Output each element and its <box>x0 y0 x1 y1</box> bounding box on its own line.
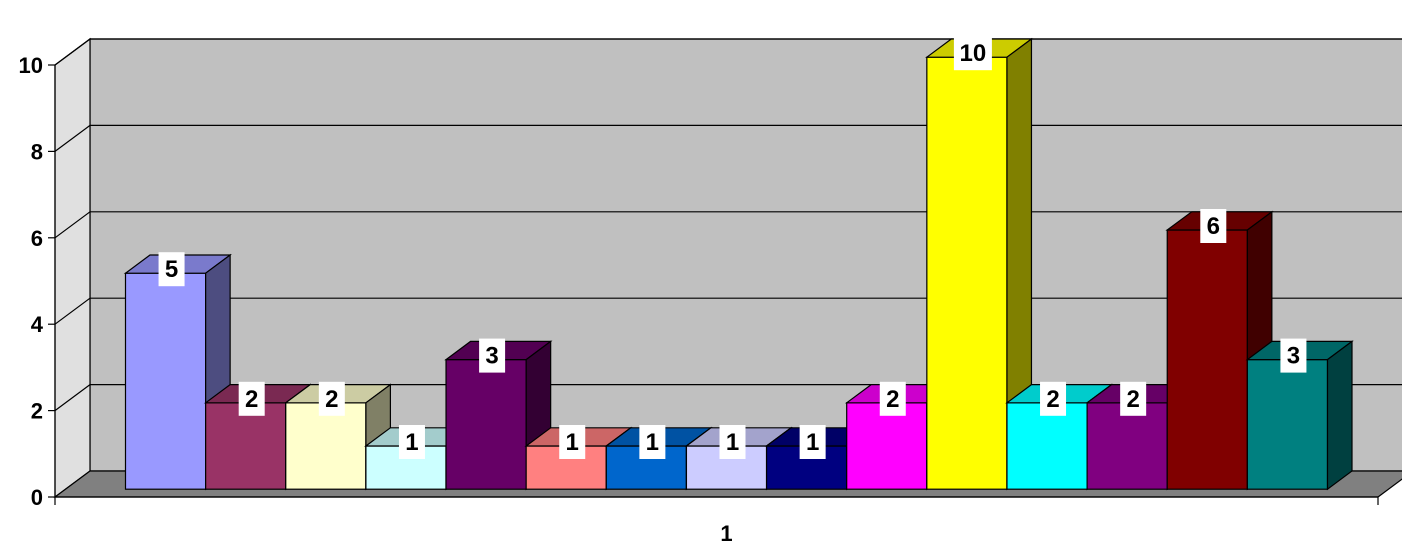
data-label: 2 <box>886 386 899 413</box>
y-tick-label: 0 <box>31 485 43 510</box>
data-label: 2 <box>1126 386 1139 413</box>
axis-group: 0 2 4 6 8 10 1 <box>19 53 1379 546</box>
bar <box>926 56 1008 490</box>
x-category-label: 1 <box>720 521 732 546</box>
data-label-box <box>1280 338 1307 373</box>
data-label-box <box>1200 209 1227 243</box>
data-label: 1 <box>566 429 579 456</box>
data-label-box <box>1040 381 1067 416</box>
data-label: 5 <box>165 256 178 283</box>
data-label-box <box>479 338 506 373</box>
bar <box>1086 402 1168 490</box>
side-wall <box>54 37 91 499</box>
bar <box>124 272 207 490</box>
data-label: 6 <box>1207 213 1220 240</box>
data-label: 1 <box>726 429 739 456</box>
y-tick-label: 4 <box>31 312 44 337</box>
data-label-box <box>559 425 586 459</box>
data-label-box <box>799 425 826 459</box>
data-label: 1 <box>806 429 819 456</box>
y-tick-label: 10 <box>19 53 43 78</box>
y-tick-label: 8 <box>31 139 43 164</box>
data-label-box <box>719 425 746 459</box>
data-label: 3 <box>485 343 498 370</box>
data-label: 1 <box>405 429 418 456</box>
data-label: 2 <box>325 386 338 413</box>
data-label: 2 <box>245 386 258 413</box>
data-label-box <box>398 425 425 459</box>
data-label-box <box>158 252 185 287</box>
bar <box>205 402 287 490</box>
bar <box>445 359 527 490</box>
data-label: 2 <box>1046 386 1059 413</box>
y-tick-label: 6 <box>31 226 43 251</box>
data-label-box <box>639 425 666 459</box>
bar <box>1246 359 1329 490</box>
bar-side <box>1326 340 1353 491</box>
data-label: 1 <box>646 429 659 456</box>
data-label: 10 <box>960 40 987 67</box>
data-label-box <box>953 36 992 71</box>
data-label-box <box>318 381 345 416</box>
data-label-box <box>1120 381 1147 416</box>
data-label-group: 5 2 2 1 3 1 1 1 1 2 10 2 2 6 3 <box>158 36 1307 459</box>
bar <box>1166 229 1248 490</box>
bar <box>285 402 367 490</box>
data-label-box <box>879 381 906 416</box>
y-tick-label: 2 <box>31 399 43 424</box>
data-label-box <box>238 381 265 416</box>
data-label: 3 <box>1287 343 1300 370</box>
